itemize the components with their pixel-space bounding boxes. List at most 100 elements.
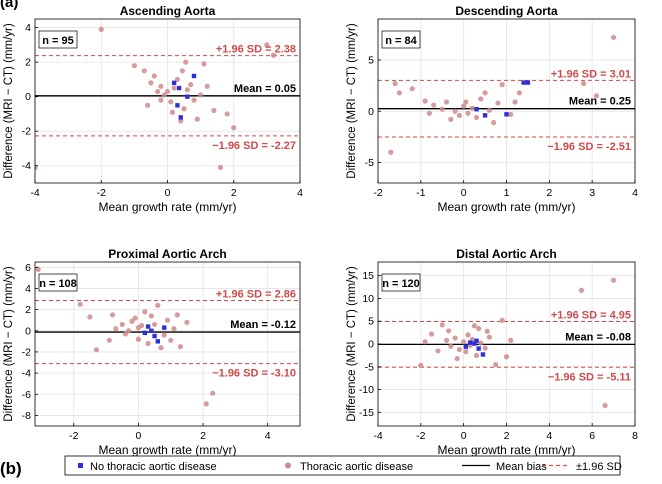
disease-point	[126, 328, 132, 334]
disease-point	[168, 99, 174, 105]
n-badge-box	[381, 30, 421, 49]
healthy-point	[480, 352, 486, 357]
x-tick-label: 1	[504, 187, 510, 199]
disease-point	[486, 334, 492, 340]
mean-label: Mean = -0.08	[565, 331, 631, 343]
disease-point	[151, 73, 157, 79]
disease-point	[581, 80, 587, 87]
disease-point	[106, 337, 112, 343]
x-tick-label: 2	[231, 187, 237, 199]
disease-point	[98, 26, 104, 32]
disease-point	[463, 99, 469, 105]
y-tick-label: -2	[22, 126, 31, 138]
n-badge-box	[381, 273, 421, 292]
y-tick-label: -2	[22, 346, 31, 358]
x-tick-label: -4	[373, 430, 382, 442]
disease-point	[508, 337, 514, 343]
x-axis-label: Mean growth rate (mm/yr)	[437, 443, 575, 457]
disease-point	[471, 323, 477, 329]
mean-label: Mean = 0.25	[569, 96, 631, 108]
healthy-point	[155, 339, 161, 344]
disease-point	[155, 302, 161, 308]
disease-point	[486, 107, 492, 113]
y-tick-label: 5	[368, 316, 374, 328]
healthy-point	[463, 344, 469, 349]
y-tick-label: -4	[22, 160, 31, 172]
disease-point	[191, 97, 197, 103]
disease-point	[164, 88, 171, 95]
disease-point	[578, 287, 585, 293]
healthy-point	[185, 94, 190, 99]
disease-point	[422, 98, 428, 104]
disease-point	[499, 82, 505, 88]
disease-point	[161, 332, 167, 338]
y-tick-label: 4	[25, 22, 31, 34]
disease-point	[456, 112, 462, 118]
legend-circle-marker	[285, 462, 291, 469]
n-badge-label: n = 95	[42, 35, 74, 47]
disease-point	[465, 110, 471, 116]
healthy-point	[474, 338, 479, 344]
disease-point	[484, 328, 490, 334]
disease-point	[443, 337, 450, 343]
disease-point	[478, 340, 484, 346]
x-tick-label: 3	[589, 187, 595, 199]
y-tick-label: 2	[25, 57, 31, 69]
disease-point	[418, 362, 424, 369]
y-axis-label: Difference (MRI − CT) (mm/yr)	[3, 23, 15, 179]
disease-point	[392, 80, 398, 87]
disease-point	[109, 312, 116, 318]
healthy-point	[152, 333, 157, 339]
n-badge-box	[38, 30, 78, 49]
disease-point	[491, 119, 497, 126]
disease-point	[231, 125, 237, 131]
healthy-point	[474, 107, 479, 112]
disease-point	[473, 114, 480, 120]
y-tick-label: -8	[22, 410, 31, 422]
disease-point	[493, 361, 499, 368]
disease-point	[217, 164, 224, 171]
n-badge: n = 120	[381, 273, 421, 292]
x-tick-label: 0	[461, 187, 467, 199]
disease-point	[428, 331, 435, 337]
disease-point	[113, 326, 119, 332]
disease-point	[161, 92, 167, 98]
disease-point	[204, 83, 210, 89]
disease-point	[145, 102, 151, 108]
x-axis-label: Mean growth rate (mm/yr)	[98, 443, 236, 457]
disease-point	[503, 354, 510, 360]
y-tick-label: 5	[368, 55, 374, 67]
disease-point	[35, 266, 41, 273]
lower-limit-label: −1.96 SD = -5.11	[548, 371, 631, 383]
n-badge-box	[38, 273, 78, 292]
n-badge-label: n = 120	[382, 278, 420, 290]
healthy-point	[178, 115, 183, 120]
x-tick-label: -1	[416, 187, 425, 199]
legend-label-sd: ±1.96 SD	[576, 461, 622, 473]
plot-area	[378, 34, 635, 155]
lower-limit-label: −1.96 SD = -2.51	[547, 141, 631, 153]
x-tick-label: -2	[69, 430, 78, 442]
disease-point	[469, 105, 475, 111]
disease-point	[439, 322, 445, 328]
disease-point	[87, 314, 93, 320]
y-tick-label: -4	[22, 368, 31, 380]
lower-limit-label: −1.96 SD = -2.27	[212, 140, 296, 152]
disease-point	[122, 331, 129, 337]
disease-point	[142, 309, 148, 315]
disease-point	[203, 401, 209, 407]
disease-point	[93, 347, 100, 353]
disease-point	[171, 85, 177, 91]
legend-label-disease: Thoracic aortic disease	[300, 461, 413, 473]
disease-point	[388, 149, 394, 155]
disease-point	[164, 317, 171, 323]
healthy-point	[504, 112, 509, 117]
disease-point	[426, 110, 432, 116]
disease-point	[478, 96, 484, 102]
healthy-point	[171, 80, 177, 86]
disease-point	[194, 116, 200, 122]
x-tick-label: 0	[461, 430, 467, 442]
disease-point	[188, 82, 194, 88]
disease-point	[439, 106, 445, 112]
y-tick-label: -5	[365, 157, 374, 169]
